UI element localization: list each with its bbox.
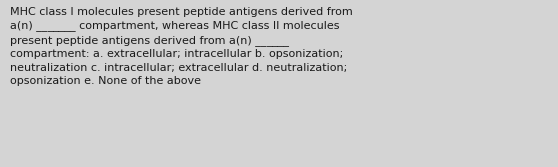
Text: MHC class I molecules present peptide antigens derived from
a(n) _______ compart: MHC class I molecules present peptide an… — [10, 7, 353, 87]
